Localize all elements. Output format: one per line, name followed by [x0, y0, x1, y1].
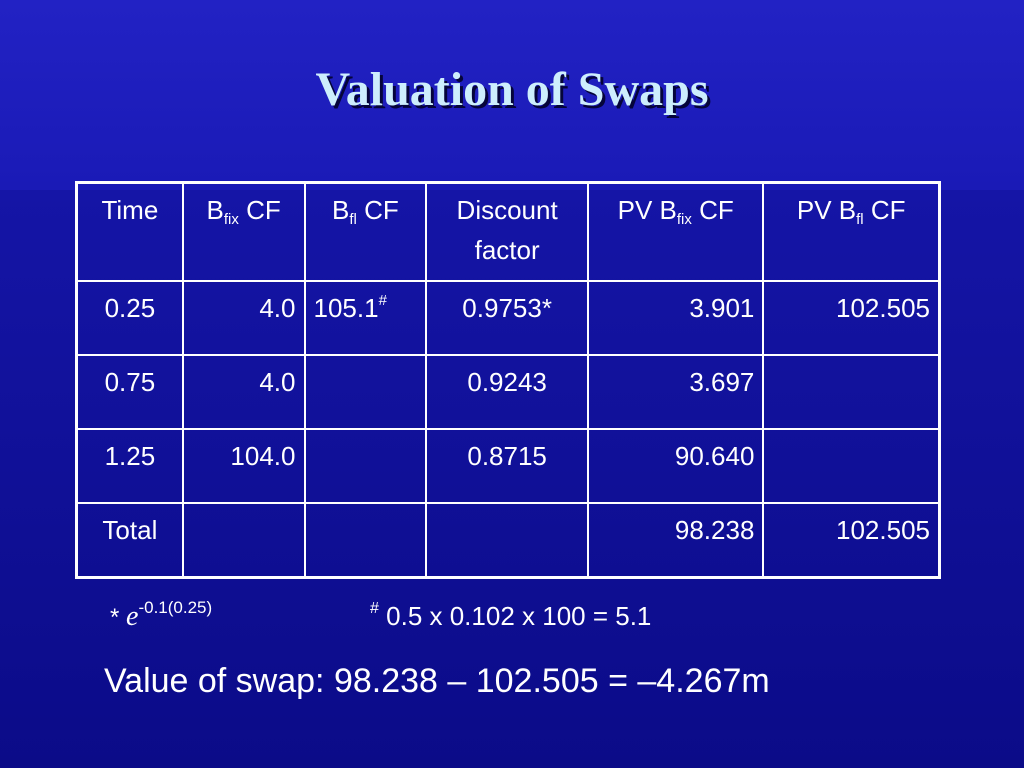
cell-discount [425, 502, 589, 579]
header-pvfix-main: PV B [617, 195, 677, 225]
footnote-star: * e-0.1(0.25) [110, 598, 212, 633]
table-row: 1.25 104.0 0.8715 90.640 [75, 428, 941, 505]
cell-pvfix: 98.238 [586, 502, 765, 579]
cell-discount: 0.9243 [425, 353, 589, 431]
header-pvfl-sub: fl [856, 211, 864, 228]
header-bfix-main: B [206, 195, 224, 225]
footnote-hash-mark: # [370, 600, 379, 617]
cell-time: 0.75 [75, 353, 184, 431]
cell-pvfix: 90.640 [586, 428, 765, 505]
header-bfl-sub: fl [349, 211, 357, 228]
header-pvfl-main: PV B [796, 195, 857, 225]
header-pvfl-tail: CF [863, 195, 906, 225]
cell-pvfl [762, 428, 941, 505]
footnote-exponent: -0.1(0.25) [138, 598, 213, 617]
footnote-e-symbol: e [126, 601, 139, 632]
footnote-hash-text: 0.5 x 0.102 x 100 = 5.1 [378, 601, 652, 631]
table-row: 0.25 4.0 105.1# 0.9753* 3.901 102.505 [75, 279, 941, 356]
cell-bfix: 104.0 [181, 428, 306, 505]
cell-bfix: 4.0 [181, 279, 306, 356]
cell-bfl [303, 353, 428, 431]
footnote-hash: # 0.5 x 0.102 x 100 = 5.1 [370, 600, 651, 632]
cell-bfl: 105.1# [303, 279, 428, 356]
cell-bfix [181, 502, 306, 579]
cell-time: 1.25 [75, 428, 184, 505]
header-bfix-tail: CF [238, 195, 281, 225]
cell-pvfix: 3.901 [586, 279, 765, 356]
cell-discount: 0.9753* [425, 279, 589, 356]
swap-valuation-table: Time Bfix CF Bfl CF Discount factor PV Bf… [75, 181, 941, 579]
cell-bfl-note: # [378, 291, 387, 309]
header-pvfix-sub: fix [676, 211, 692, 228]
header-bfix-cf: Bfix CF [181, 181, 306, 282]
cell-pvfl: 102.505 [762, 279, 941, 356]
header-discount-line2: factor [474, 235, 540, 265]
swap-value-line: Value of swap: 98.238 – 102.505 = –4.267… [104, 662, 770, 700]
cell-pvfix: 3.697 [586, 353, 765, 431]
cell-bfix: 4.0 [181, 353, 306, 431]
header-pv-bfl-cf: PV Bfl CF [762, 181, 941, 282]
table-header-row: Time Bfix CF Bfl CF Discount factor PV Bf… [75, 181, 941, 282]
cell-bfl [303, 428, 428, 505]
table-row: 0.75 4.0 0.9243 3.697 [75, 353, 941, 431]
cell-bfl [303, 502, 428, 579]
cell-bfl-value: 105.1 [313, 292, 379, 323]
header-pvfix-tail: CF [691, 195, 734, 225]
cell-pvfl: 102.505 [762, 502, 941, 579]
cell-time: Total [75, 502, 184, 579]
cell-pvfl [762, 353, 941, 431]
slide-title: Valuation of Swaps [315, 63, 709, 116]
header-discount-line1: Discount [456, 195, 558, 225]
header-bfix-sub: fix [223, 211, 239, 228]
cell-time: 0.25 [75, 279, 184, 356]
header-time: Time [75, 181, 184, 282]
background-top [0, 0, 1024, 190]
footnote-star-mark: * [110, 604, 120, 631]
cell-discount: 0.8715 [425, 428, 589, 505]
table-row-total: Total 98.238 102.505 [75, 502, 941, 579]
header-discount-factor: Discount factor [425, 181, 589, 282]
header-bfl-tail: CF [356, 195, 399, 225]
header-pv-bfix-cf: PV Bfix CF [586, 181, 765, 282]
header-bfl-cf: Bfl CF [303, 181, 428, 282]
header-bfl-main: B [332, 195, 350, 225]
